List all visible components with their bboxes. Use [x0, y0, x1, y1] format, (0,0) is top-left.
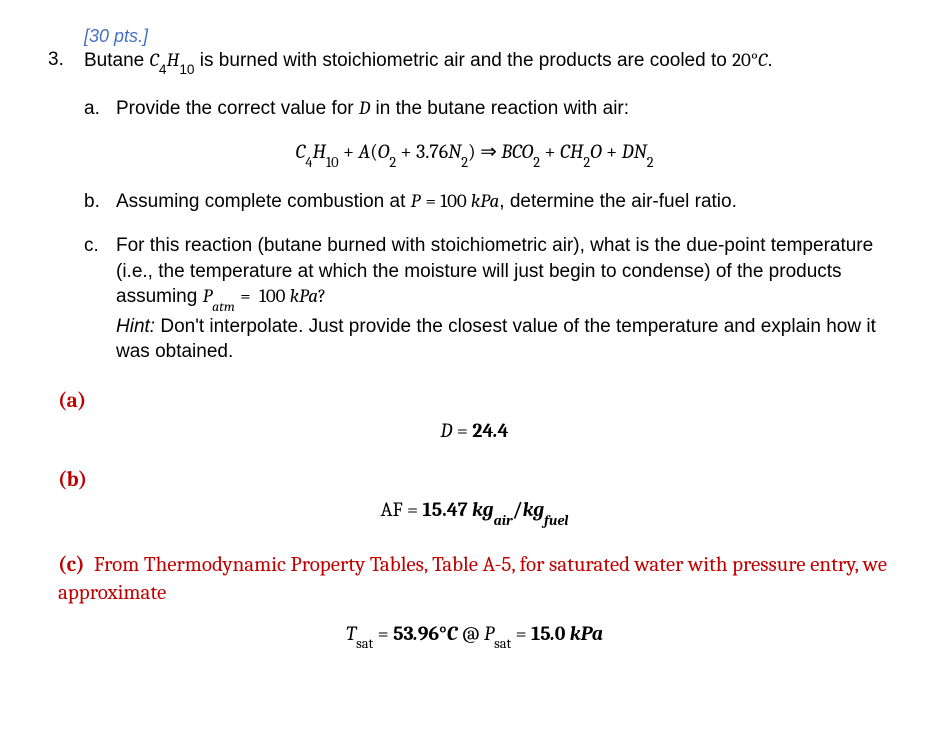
- intro-temp: 20°C.: [732, 50, 773, 71]
- part-a-letter: a.: [84, 96, 116, 122]
- intro-prefix: Butane: [84, 50, 150, 71]
- part-c: c. For this reaction (butane burned with…: [84, 233, 901, 365]
- problem-page: [30 pts.] 3. Butane C4H10 is burned with…: [0, 0, 949, 715]
- part-c-body: For this reaction (butane burned with st…: [116, 233, 901, 365]
- question-stem: 3. Butane C4H10 is burned with stoichiom…: [48, 49, 901, 74]
- part-a-suffix: in the butane reaction with air:: [370, 98, 629, 119]
- part-c-Patm: Patm = 100 kPa?: [203, 286, 326, 307]
- answer-c-block: (c) From Thermodynamic Property Tables, …: [58, 551, 901, 608]
- hint-label: Hint:: [116, 316, 155, 337]
- question-body: Butane C4H10 is burned with stoichiometr…: [84, 49, 901, 74]
- part-b-prefix: Assuming complete combustion at: [116, 191, 411, 212]
- answer-b-label: (b): [58, 468, 901, 492]
- part-b-letter: b.: [84, 189, 116, 215]
- answer-b-eq: AF = 15.47 kgair/kgfuel: [48, 498, 901, 525]
- answer-c-label: (c): [58, 553, 85, 577]
- part-a-body: Provide the correct value for D in the b…: [116, 96, 901, 122]
- part-b-body: Assuming complete combustion at P = 100 …: [116, 189, 901, 215]
- points-label: [30 pts.]: [84, 26, 901, 47]
- answer-a-eq: D = 24.4: [48, 419, 901, 442]
- intro-suffix: is burned with stoichiometric air and th…: [195, 50, 733, 71]
- part-a-varD: D: [359, 98, 370, 119]
- part-b: b. Assuming complete combustion at P = 1…: [84, 189, 901, 215]
- question-number: 3.: [48, 49, 84, 74]
- part-b-P: P = 100 kPa: [411, 191, 500, 212]
- reaction-equation: C4H10 + A(O2 + 3.76N2) ⇒ BCO2 + CH2O + D…: [48, 139, 901, 167]
- part-c-letter: c.: [84, 233, 116, 365]
- hint-text: Don't interpolate. Just provide the clos…: [116, 316, 876, 363]
- answer-a-label: (a): [58, 389, 901, 413]
- answer-c-text: From Thermodynamic Property Tables, Tabl…: [58, 553, 887, 605]
- part-b-suffix: , determine the air-fuel ratio.: [499, 191, 737, 212]
- answer-c-eq: Tsat = 53.96°C @ Psat = 15.0 kPa: [48, 622, 901, 649]
- part-a: a. Provide the correct value for D in th…: [84, 96, 901, 122]
- intro-formula: C4H10: [150, 50, 195, 71]
- part-a-prefix: Provide the correct value for: [116, 98, 359, 119]
